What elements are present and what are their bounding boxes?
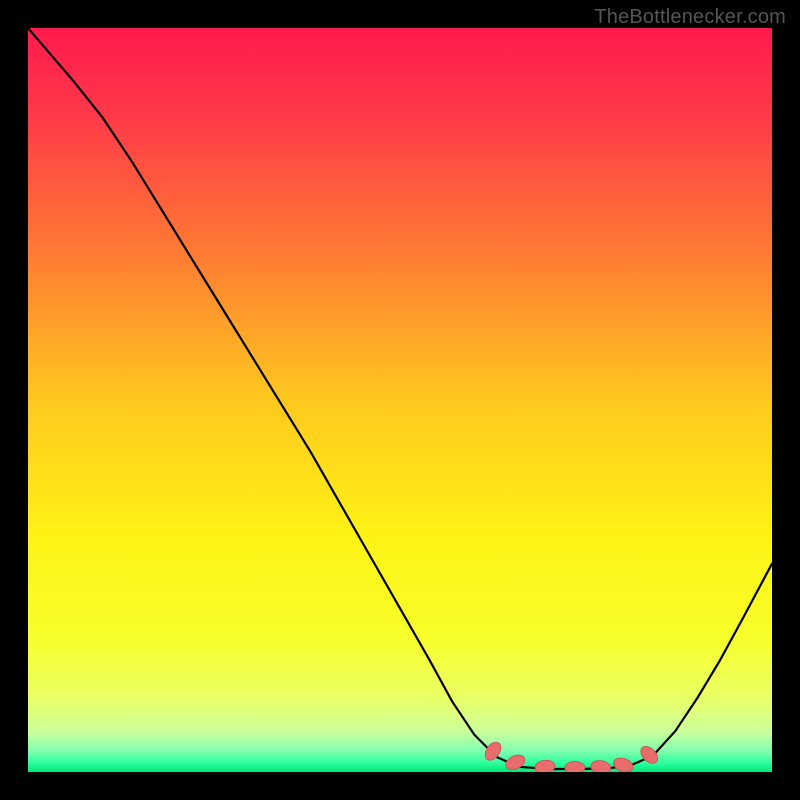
gradient-background <box>28 28 772 772</box>
watermark-text: TheBottlenecker.com <box>594 6 786 29</box>
bottleneck-chart <box>28 28 772 772</box>
